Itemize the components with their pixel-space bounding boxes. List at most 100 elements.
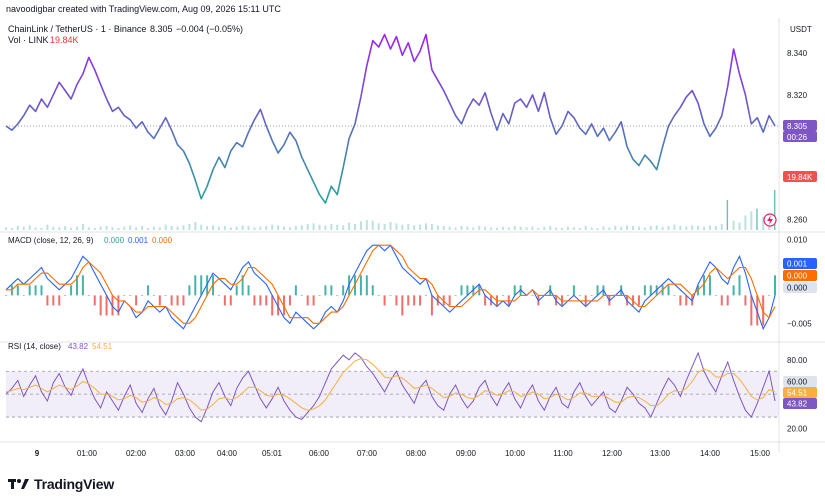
macd-histogram-bar: [176, 295, 179, 306]
volume-bar: [578, 228, 581, 230]
chart-canvas[interactable]: ChainLink / TetherUS · 1 · Binance 8.305…: [0, 0, 825, 470]
volume-bar: [383, 224, 386, 230]
volume-bar: [460, 226, 463, 230]
volume-bar: [188, 224, 191, 230]
time-tick-label: 09:00: [456, 449, 477, 458]
volume-bar: [206, 226, 209, 230]
volume-bar: [667, 226, 670, 230]
volume-bar: [549, 226, 552, 230]
macd-histogram-bar: [667, 285, 670, 296]
macd-histogram-bar: [342, 285, 345, 296]
rsi-badge-bg: [783, 398, 817, 409]
volume-bar: [691, 225, 694, 230]
time-tick-label: 08:00: [406, 449, 427, 458]
volume-bar: [732, 220, 735, 230]
tradingview-logo-icon: [8, 479, 29, 489]
macd-histogram-bar: [383, 295, 386, 306]
macd-histogram-bar: [572, 285, 575, 296]
volume-bar: [259, 226, 262, 230]
time-tick-label: 06:00: [309, 449, 330, 458]
volume-bar: [70, 228, 73, 230]
volume-bar: [472, 227, 475, 230]
volume-bar: [649, 226, 652, 230]
macd-badge-bg: [783, 270, 817, 281]
volume-bar: [16, 226, 19, 230]
volume-bar: [324, 225, 327, 230]
macd-histogram-bar: [75, 275, 78, 296]
volume-bar: [365, 220, 368, 230]
volume-bar: [661, 226, 664, 230]
macd-histogram-bar: [164, 295, 167, 296]
rsi-ma-line: [5, 358, 776, 411]
macd-histogram-bar: [336, 295, 339, 296]
macd-histogram-bar: [726, 295, 729, 306]
time-tick-label: 13:00: [650, 449, 671, 458]
macd-value-hist: 0.000: [104, 236, 125, 245]
macd-histogram-bar: [732, 285, 735, 296]
volume-bar: [720, 224, 723, 230]
macd-histogram-bar: [52, 295, 55, 306]
macd-histogram-bar: [93, 295, 96, 306]
macd-histogram-bar: [673, 295, 676, 296]
time-tick-label: 01:00: [77, 449, 98, 458]
volume-bar: [93, 228, 96, 230]
macd-histogram-bar: [64, 295, 67, 296]
volume-bar: [105, 226, 108, 230]
volume-bar: [673, 224, 676, 230]
rsi-value: 43.82: [68, 342, 89, 351]
macd-histogram-bar: [158, 295, 161, 306]
volume-bar: [146, 228, 149, 230]
macd-histogram-bar: [578, 295, 581, 296]
volume-bar: [164, 224, 167, 230]
volume-bar: [726, 200, 729, 230]
macd-histogram-bar: [99, 295, 102, 316]
macd-histogram-bar: [448, 295, 451, 306]
macd-histogram-bar: [241, 275, 244, 296]
volume-bar: [348, 222, 351, 230]
macd-histogram-bar: [105, 295, 108, 316]
macd-histogram-bar: [135, 295, 138, 306]
volume-legend-value: 19.84K: [50, 35, 79, 45]
macd-histogram-bar: [774, 275, 776, 296]
volume-bar: [87, 227, 90, 230]
macd-histogram-bar: [738, 275, 741, 296]
macd-histogram-bar: [217, 295, 220, 296]
volume-legend-label: Vol · LINK: [8, 35, 49, 45]
price-badge-bg: [783, 120, 817, 131]
time-tick-label: 10:00: [505, 449, 526, 458]
macd-histogram-bar: [141, 295, 144, 296]
time-tick-label: 02:00: [126, 449, 147, 458]
macd-histogram-bar: [365, 275, 368, 296]
volume-bar: [253, 227, 256, 230]
attribution-bar: navoodigbar created with TradingView.com…: [0, 0, 825, 18]
macd-histogram-bar: [306, 295, 309, 306]
macd-histogram-bar: [87, 295, 90, 296]
macd-histogram-bar: [637, 295, 640, 306]
volume-bar: [318, 224, 321, 230]
rsi-tick-label: 20.00: [787, 425, 808, 434]
volume-bar: [300, 225, 303, 230]
volume-bar: [484, 226, 487, 230]
volume-bar: [81, 224, 84, 230]
price-tick-label: 8.260: [787, 216, 808, 225]
macd-histogram-bar: [720, 295, 723, 306]
volume-bar: [561, 228, 564, 230]
macd-badge-text: 0.000: [787, 272, 808, 281]
volume-bar: [501, 226, 504, 230]
volume-bar: [543, 226, 546, 230]
volume-bar: [336, 224, 339, 230]
macd-histogram-bar: [152, 295, 155, 296]
macd-histogram-bar: [419, 295, 422, 306]
macd-histogram-bar: [312, 295, 315, 306]
volume-bar: [655, 225, 658, 230]
macd-histogram-bar: [129, 295, 132, 296]
volume-bar: [212, 225, 215, 230]
volume-bar: [182, 225, 185, 230]
volume-bar: [306, 224, 309, 230]
macd-histogram-bar: [16, 285, 19, 296]
volume-bar: [643, 227, 646, 230]
volume-bar: [46, 224, 49, 230]
price-tick-label: 8.320: [787, 91, 808, 100]
volume-bar: [354, 224, 357, 230]
